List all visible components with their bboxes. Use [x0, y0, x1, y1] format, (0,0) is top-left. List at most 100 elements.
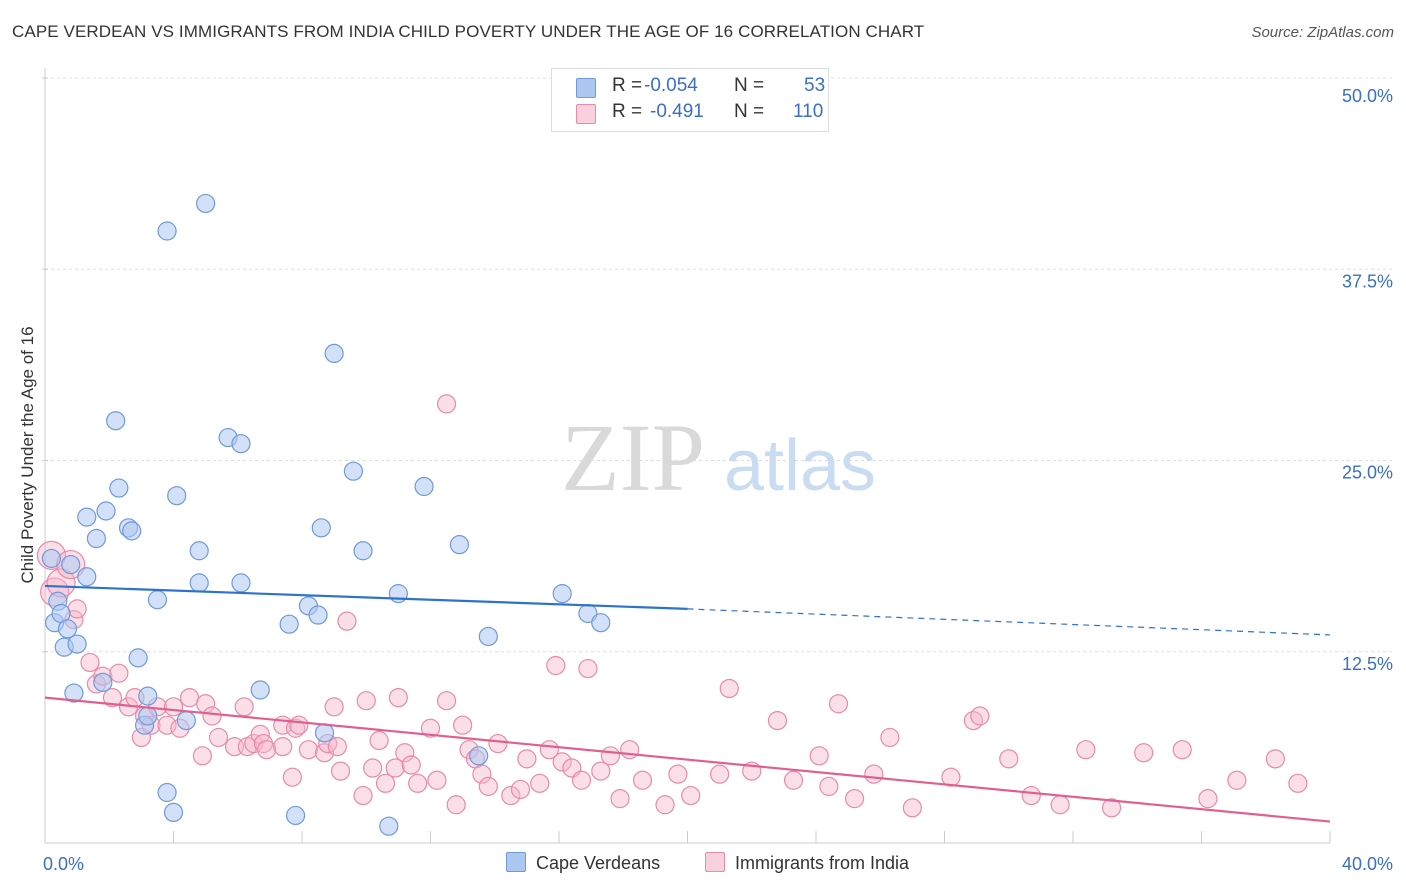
india-point [1198, 789, 1218, 809]
india-point [102, 688, 123, 708]
india-point [427, 770, 447, 790]
y-tick-label: 12.5% [1342, 654, 1393, 674]
india-point [67, 599, 87, 619]
cape-verdeans-trend-line [44, 584, 688, 611]
cape-verdean-point [64, 683, 84, 703]
cape-verdean-point [96, 501, 116, 521]
india-point [1076, 740, 1096, 760]
india-point [234, 697, 254, 717]
bottom-legend-swatch-blue [506, 852, 526, 872]
india-point [385, 758, 405, 778]
india-point [501, 785, 521, 806]
correlation-legend: R = -0.054 N = 53 R = -0.491 N = 110 [551, 68, 829, 132]
chart-title: CAPE VERDEAN VS IMMIGRANTS FROM INDIA CH… [12, 22, 925, 41]
legend-n-label: N = [734, 101, 765, 122]
cape-verdean-point [157, 221, 177, 241]
india-point [610, 789, 630, 809]
india-point [970, 706, 990, 726]
india-point [285, 718, 306, 738]
india-point [109, 663, 129, 683]
india-point [681, 785, 701, 806]
cape-verdean-point [279, 614, 299, 634]
india-point [324, 697, 344, 717]
india-point [353, 785, 373, 806]
india-point [488, 733, 508, 754]
india-point [632, 770, 653, 790]
india-point [668, 764, 688, 784]
cape-verdean-point [353, 541, 373, 561]
cape-verdean-point [67, 634, 87, 654]
india-point [1021, 785, 1041, 806]
india-point [1050, 795, 1070, 815]
gridlines [45, 77, 1392, 653]
cape-verdean-point [163, 802, 184, 823]
india-point [395, 743, 415, 763]
x-tick-label: 40.0% [1342, 854, 1393, 874]
india-point [330, 761, 351, 781]
chart-source: Source: ZipAtlas.com [1251, 24, 1394, 41]
cape-verdean-point [147, 590, 168, 610]
trend-lines [44, 584, 1331, 823]
cape-verdean-point [478, 626, 498, 647]
india-point [202, 706, 222, 726]
india-point [369, 730, 389, 751]
watermark: ZIP atlas [561, 404, 876, 511]
cape-verdean-point [167, 486, 187, 506]
india-point [1265, 749, 1285, 769]
india-point [337, 611, 357, 631]
cape-verdean-point [379, 816, 399, 836]
cape-verdean-point [250, 680, 270, 700]
india-point [902, 798, 922, 818]
legend-n-label: N = [734, 75, 765, 96]
cape-verdean-point [189, 573, 209, 593]
cape-verdean-point [231, 434, 251, 454]
legend-r-value: -0.491 [650, 101, 704, 122]
india-point [1172, 740, 1192, 760]
india-point [571, 770, 592, 790]
cape-verdean-point [157, 782, 177, 803]
y-tick-label: 25.0% [1342, 463, 1393, 483]
india-point [436, 691, 457, 711]
cape-verdean-point [231, 573, 251, 593]
cape-verdean-point [77, 567, 97, 587]
cape-verdean-point [189, 541, 209, 561]
india-point [844, 789, 865, 809]
india-point [273, 737, 293, 757]
india-point [163, 697, 184, 717]
legend-swatch-pink [576, 104, 596, 124]
india-point [819, 776, 839, 796]
india-point [517, 749, 537, 769]
india-point [363, 758, 383, 778]
legend-n-value: 53 [804, 75, 826, 96]
legend-r-value: -0.054 [644, 75, 698, 96]
india-point [282, 767, 302, 787]
cape-verdeans-points [41, 193, 611, 836]
x-tick-label: 0.0% [43, 854, 84, 874]
india-point [408, 773, 428, 793]
cape-verdean-point [109, 478, 129, 498]
cape-verdean-point [93, 672, 113, 692]
watermark-atlas: atlas [724, 426, 876, 506]
y-tick-label: 50.0% [1342, 86, 1393, 106]
bottom-legend-cape-verdeans: Cape Verdeans [506, 852, 660, 874]
cape-verdean-point [77, 507, 97, 527]
cape-verdean-point [552, 584, 572, 604]
cape-verdean-point [61, 554, 81, 575]
india-point [472, 764, 492, 784]
cape-verdean-point [138, 706, 158, 726]
cape-verdean-point [106, 411, 126, 431]
cape-verdean-point [469, 746, 489, 766]
cape-verdean-point [591, 613, 611, 633]
india-point [375, 773, 396, 793]
cape-verdeans-trend-extension [687, 608, 1331, 636]
india-point [327, 737, 347, 757]
tick-labels: 12.5% 25.0% 37.5% 50.0% 0.0% 40.0% [43, 86, 1393, 874]
cape-verdean-point [308, 605, 328, 625]
y-tick-label: 37.5% [1342, 271, 1393, 291]
india-point [530, 773, 550, 793]
india-point [436, 394, 457, 414]
india-point [388, 688, 408, 708]
india-point [1288, 773, 1308, 793]
cape-verdean-point [414, 476, 434, 497]
